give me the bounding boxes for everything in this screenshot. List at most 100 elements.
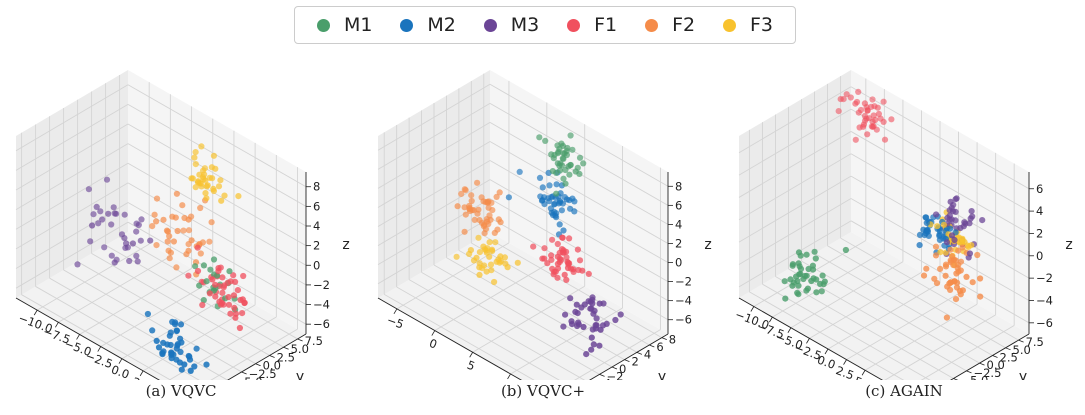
point-m1 (803, 251, 810, 258)
point-f1 (230, 292, 238, 299)
point-m3 (967, 215, 974, 222)
point-f1 (541, 255, 548, 262)
point-f2 (932, 252, 940, 259)
point-m1 (811, 248, 818, 255)
point-m2 (191, 363, 198, 370)
z-tick-label: 4 (313, 219, 320, 233)
point-f2 (955, 247, 962, 254)
point-f2 (467, 207, 474, 215)
point-f1 (559, 234, 566, 241)
point-f2 (461, 228, 468, 235)
point-m2 (558, 207, 565, 214)
z-tick-label: −6 (1036, 316, 1053, 330)
legend: M1 M2 M3 F1 F2 F3 (294, 6, 796, 44)
point-f2 (151, 211, 158, 218)
point-m2 (539, 184, 546, 191)
point-m1 (207, 266, 214, 273)
point-m1 (801, 272, 809, 280)
point-f2 (493, 193, 500, 200)
point-m2 (203, 361, 210, 368)
point-f3 (493, 258, 500, 265)
point-f3 (937, 249, 944, 256)
point-f3 (934, 223, 941, 230)
point-f1 (227, 310, 234, 317)
point-f3 (483, 268, 490, 275)
caption-vqvc: (a) VQVC (145, 382, 217, 400)
point-m3 (567, 295, 574, 302)
point-f1 (552, 268, 559, 275)
point-m2 (536, 174, 544, 181)
point-f1 (560, 249, 567, 256)
point-f2 (166, 255, 173, 262)
point-m3 (105, 210, 112, 217)
point-f1 (860, 121, 867, 128)
point-f2 (951, 278, 958, 285)
point-m1 (842, 246, 849, 254)
point-f2 (468, 192, 475, 199)
point-f1 (544, 260, 551, 267)
point-m1 (566, 171, 573, 178)
point-f2 (977, 293, 984, 300)
point-f1 (212, 281, 219, 288)
point-f3 (200, 176, 207, 183)
point-m3 (952, 196, 959, 203)
point-m1 (821, 278, 828, 285)
point-m3 (90, 211, 97, 218)
point-m3 (575, 319, 582, 326)
point-f2 (478, 194, 485, 201)
point-m1 (781, 278, 788, 285)
point-f1 (869, 96, 876, 103)
legend-marker (723, 18, 736, 32)
point-f1 (232, 278, 239, 285)
point-f1 (853, 98, 861, 106)
point-m2 (144, 310, 151, 318)
point-f1 (225, 294, 232, 301)
point-f2 (474, 179, 481, 186)
point-m1 (200, 297, 207, 304)
point-m1 (813, 289, 820, 296)
point-f3 (210, 152, 217, 159)
z-tick-label: 6 (313, 199, 320, 213)
z-tick-label: 2 (313, 239, 320, 253)
point-m3 (580, 323, 587, 331)
point-f3 (192, 149, 199, 156)
point-m3 (89, 222, 96, 229)
y-tick-label: 0.0 (263, 359, 281, 373)
point-f2 (963, 273, 970, 280)
legend-label: M2 (427, 14, 456, 36)
point-f1 (541, 245, 548, 252)
x-axis-label: x (808, 379, 816, 380)
point-f1 (530, 243, 537, 250)
point-m3 (946, 212, 953, 219)
y-tick-label: −2.5 (973, 366, 1001, 380)
point-f2 (458, 190, 465, 197)
point-f1 (549, 236, 556, 243)
x-tick-label: 5 (465, 358, 477, 374)
point-f3 (475, 234, 482, 241)
point-f2 (153, 218, 160, 225)
point-m3 (560, 323, 567, 330)
point-f3 (189, 175, 196, 182)
caption-again: (c) AGAIN (865, 382, 943, 400)
y-tick-label: 5.0 (291, 342, 309, 356)
point-f3 (965, 243, 972, 250)
y-axis-label: y (1019, 369, 1027, 380)
point-m2 (552, 212, 559, 219)
point-m1 (553, 190, 560, 197)
point-f1 (863, 115, 870, 122)
point-f1 (843, 91, 850, 98)
y-tick-label: −2 (607, 369, 624, 380)
legend-marker (400, 18, 414, 32)
point-m1 (576, 154, 584, 161)
y-tick-label: 8 (669, 333, 676, 347)
point-f3 (192, 161, 199, 168)
point-m1 (560, 175, 567, 182)
point-f2 (942, 263, 950, 270)
point-m1 (797, 270, 804, 277)
point-m3 (110, 204, 117, 211)
y-tick-label: 6 (656, 340, 663, 354)
point-f3 (218, 197, 225, 204)
point-f3 (492, 239, 499, 246)
point-m1 (203, 278, 210, 285)
point-f2 (471, 216, 478, 223)
